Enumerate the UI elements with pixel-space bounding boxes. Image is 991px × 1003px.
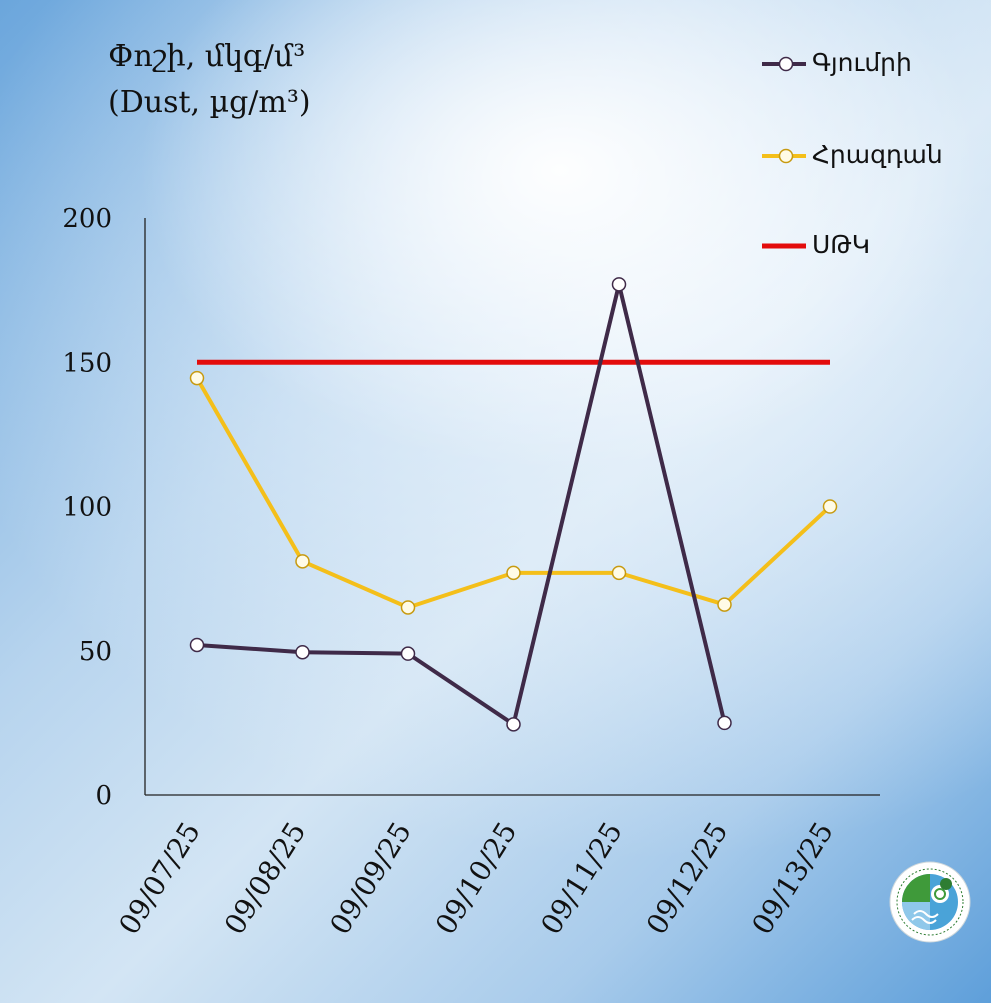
data-point-gyumri [611,277,627,292]
legend-swatch-stk [762,243,806,249]
data-point-hrazdan [717,597,732,612]
legend-swatch-hrazdan [762,148,806,164]
y-tick-label: 200 [62,204,112,234]
x-tick-label: 09/11/25 [534,816,629,940]
y-tick-label: 150 [62,348,112,378]
data-point-hrazdan [611,565,627,581]
x-tick-label: 09/13/25 [745,816,840,940]
x-tick-label: 09/08/25 [218,816,313,940]
legend-label-gyumri: Գյումրի [812,48,912,77]
chart-title: Փոշի, մկգ/մ³ (Dust, µg/m³) [108,34,311,126]
ministry-emblem-icon [889,861,971,943]
data-point-hrazdan [189,370,205,386]
legend-item-gyumri: Գյումրի [760,44,990,84]
data-point-gyumri [189,637,205,653]
data-point-gyumri [717,715,732,731]
data-point-hrazdan [822,499,838,514]
legend-item-stk: ՍԹԿ [760,226,990,266]
chart-title-line1: Փոշի, մկգ/մ³ [108,39,306,74]
data-point-hrazdan [506,565,521,581]
legend-item-hrazdan: Հրազդան [760,136,990,176]
data-point-gyumri [400,646,416,661]
data-point-gyumri [506,717,521,732]
data-point-hrazdan [295,554,310,569]
legend-label-stk: ՍԹԿ [812,230,871,259]
legend-swatch-gyumri [762,56,806,72]
x-tick-label: 09/07/25 [112,816,207,940]
x-tick-label: 09/12/25 [640,816,735,940]
y-tick-label: 0 [95,781,112,811]
y-tick-labels: 0 50 100 150 200 [62,204,112,811]
legend-label-hrazdan: Հրազդան [812,140,943,169]
data-point-hrazdan [400,600,416,615]
x-tick-label: 09/10/25 [429,816,524,940]
x-tick-label: 09/09/25 [323,816,418,940]
series-line-gyumri [196,282,727,727]
x-tick-labels: 09/07/25 09/08/25 09/09/25 09/10/25 09/11/25… [112,816,840,940]
series-group [189,277,838,732]
chart-title-line2: (Dust, µg/m³) [108,85,311,120]
y-tick-label: 50 [79,637,112,667]
data-point-gyumri [295,644,310,660]
y-tick-label: 100 [62,493,112,523]
